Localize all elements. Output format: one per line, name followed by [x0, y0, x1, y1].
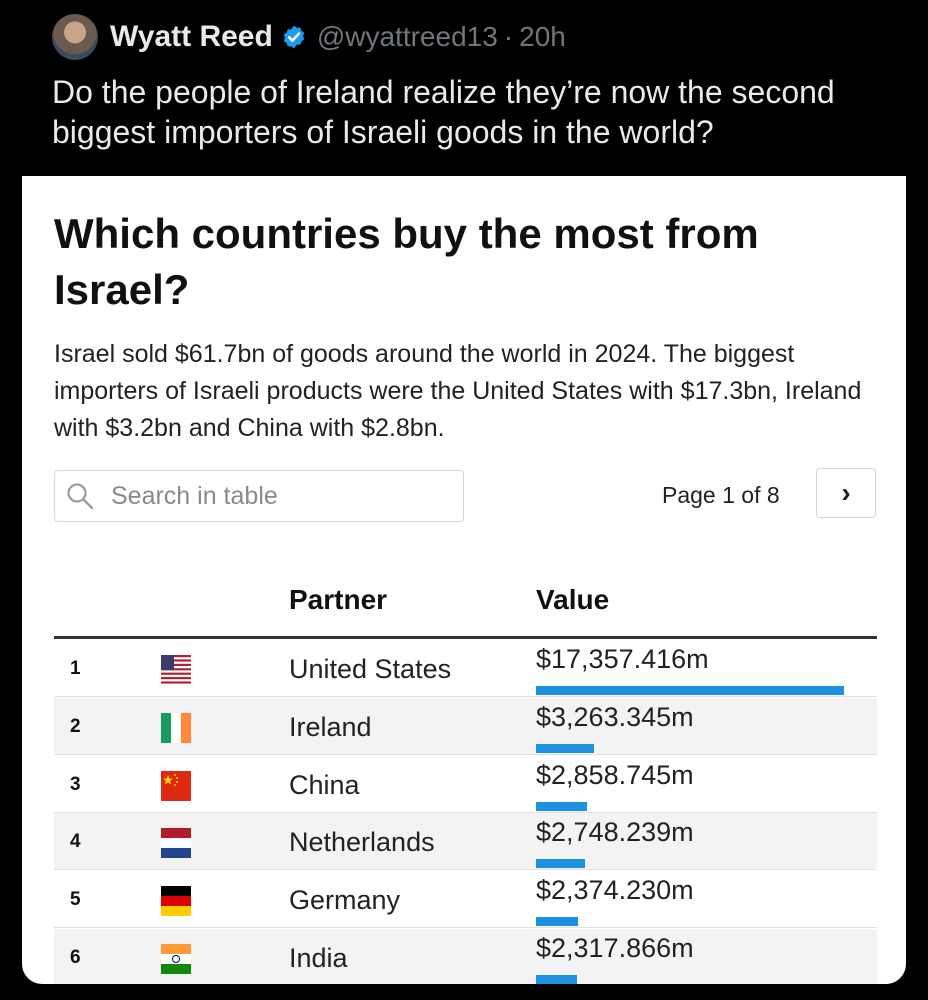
value-bar	[536, 917, 578, 927]
tweet-header: Wyatt Reed @wyattreed13 · 20h	[52, 14, 566, 60]
row-partner: China	[289, 769, 360, 800]
row-partner: Netherlands	[289, 827, 435, 858]
row-value: $2,858.745m	[536, 759, 694, 790]
row-partner: Ireland	[289, 711, 372, 742]
header-divider	[54, 636, 877, 639]
row-rank: 2	[70, 715, 81, 737]
value-bar	[536, 743, 594, 753]
row-rank: 6	[70, 947, 81, 968]
tweet-time[interactable]: 20h	[519, 21, 566, 52]
row-value: $3,263.345m	[536, 701, 694, 732]
row-partner: United States	[289, 654, 452, 684]
search-box[interactable]	[54, 470, 464, 522]
row-value: $2,748.239m	[536, 817, 694, 848]
row-value: $2,317.866m	[536, 933, 694, 963]
verified-badge-icon	[283, 25, 305, 49]
india-flag-icon	[161, 944, 191, 974]
separator-dot: ·	[503, 21, 514, 52]
row-value: $17,357.416m	[536, 644, 709, 674]
china-flag-icon	[161, 770, 191, 801]
search-icon	[67, 483, 94, 510]
value-bar	[536, 801, 587, 811]
value-bar	[536, 859, 585, 869]
search-input[interactable]	[109, 480, 443, 512]
embedded-table-card[interactable]: Which countries buy the most from Israel…	[22, 176, 906, 984]
author-handle[interactable]: @wyattreed13	[316, 21, 498, 52]
card-intro: Israel sold $61.7bn of goods around the …	[54, 340, 862, 442]
table-row[interactable]: 3 China $2,858.745m	[54, 756, 877, 813]
author-name[interactable]: Wyatt Reed	[110, 20, 273, 53]
netherlands-flag-icon	[161, 828, 191, 859]
column-header-partner[interactable]: Partner	[289, 584, 388, 615]
germany-flag-icon	[161, 886, 191, 917]
row-rank: 1	[70, 658, 81, 679]
row-rank: 4	[70, 831, 81, 853]
row-partner: Germany	[289, 885, 401, 916]
card-title: Which countries buy the most from Israel…	[54, 210, 759, 313]
row-partner: India	[289, 943, 348, 973]
ireland-flag-icon	[161, 712, 191, 743]
next-page-button[interactable]: ›	[816, 468, 876, 518]
row-value: $2,374.230m	[536, 875, 694, 906]
column-header-value[interactable]: Value	[536, 584, 610, 615]
table-row[interactable]: 4 Netherlands $2,748.239m	[54, 813, 877, 871]
row-rank: 3	[70, 773, 81, 795]
avatar[interactable]	[52, 14, 98, 60]
table-row[interactable]: 2 Ireland $3,263.345m	[54, 697, 877, 755]
table-row[interactable]: 5 Germany $2,374.230m	[54, 871, 877, 929]
tweet-text: Do the people of Ireland realize they’re…	[52, 74, 835, 150]
row-rank: 5	[70, 889, 81, 911]
table-row[interactable]: 6 India $2,317.866m	[54, 929, 877, 984]
value-bar	[536, 975, 577, 984]
us-flag-icon	[161, 655, 191, 685]
table-row[interactable]: 1 United States $17,357.416m	[54, 640, 877, 697]
value-bar	[536, 686, 844, 695]
chevron-right-icon: ›	[841, 477, 851, 508]
page-indicator: Page 1 of 8	[662, 482, 780, 508]
